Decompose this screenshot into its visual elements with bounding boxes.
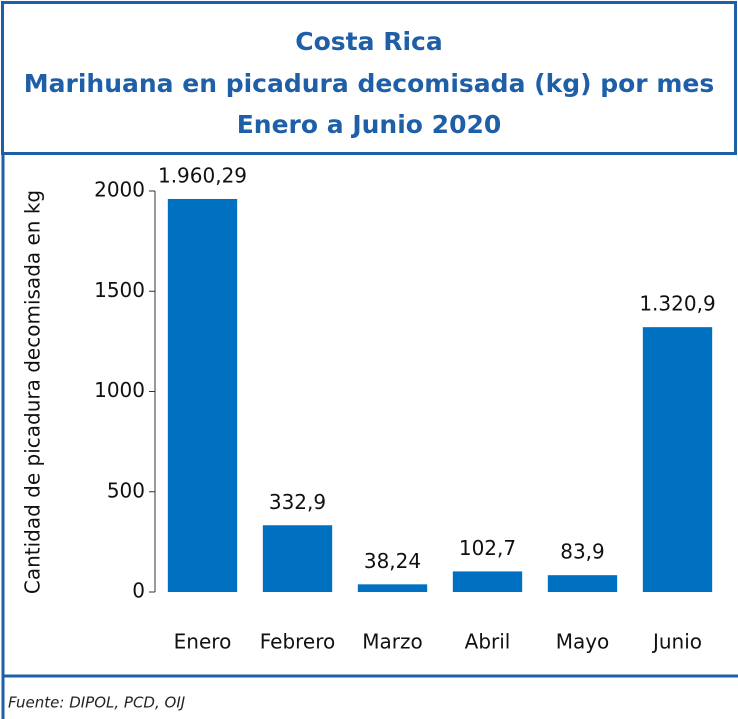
bar — [547, 575, 618, 592]
y-axis-label: Cantidad de picadura decomisada en kg — [21, 190, 45, 594]
x-tick-label: Febrero — [260, 630, 336, 654]
value-label: 38,24 — [364, 549, 421, 573]
bar — [642, 327, 713, 592]
x-tick-label: Enero — [174, 630, 232, 654]
value-label: 102,7 — [459, 536, 516, 560]
chart-subtitle: Enero a Junio 2020 — [237, 110, 502, 139]
source: Fuente: DIPOL, PCD, OIJ — [8, 694, 185, 712]
bar — [452, 571, 523, 592]
bar — [357, 584, 428, 592]
value-label: 332,9 — [269, 490, 326, 514]
y-tick-label: 0 — [132, 579, 145, 603]
bar — [262, 525, 333, 592]
value-label: 83,9 — [560, 540, 605, 564]
x-tick-label: Marzo — [362, 630, 422, 654]
x-tick-label: Mayo — [556, 630, 610, 654]
x-tick-label: Abril — [465, 630, 511, 654]
title-box — [1, 1, 737, 155]
x-tick-label: Junio — [651, 630, 702, 654]
value-label: 1.960,29 — [158, 163, 247, 187]
y-tick-label: 1000 — [94, 378, 145, 402]
chart-title: Costa Rica — [295, 27, 442, 56]
y-tick-label: 2000 — [94, 178, 145, 202]
y-tick-label: 1500 — [94, 278, 145, 302]
y-tick-label: 500 — [107, 478, 145, 502]
value-label: 1.320,9 — [639, 292, 715, 316]
chart-subtitle: Marihuana en picadura decomisada (kg) po… — [24, 69, 714, 98]
bar — [167, 198, 238, 592]
